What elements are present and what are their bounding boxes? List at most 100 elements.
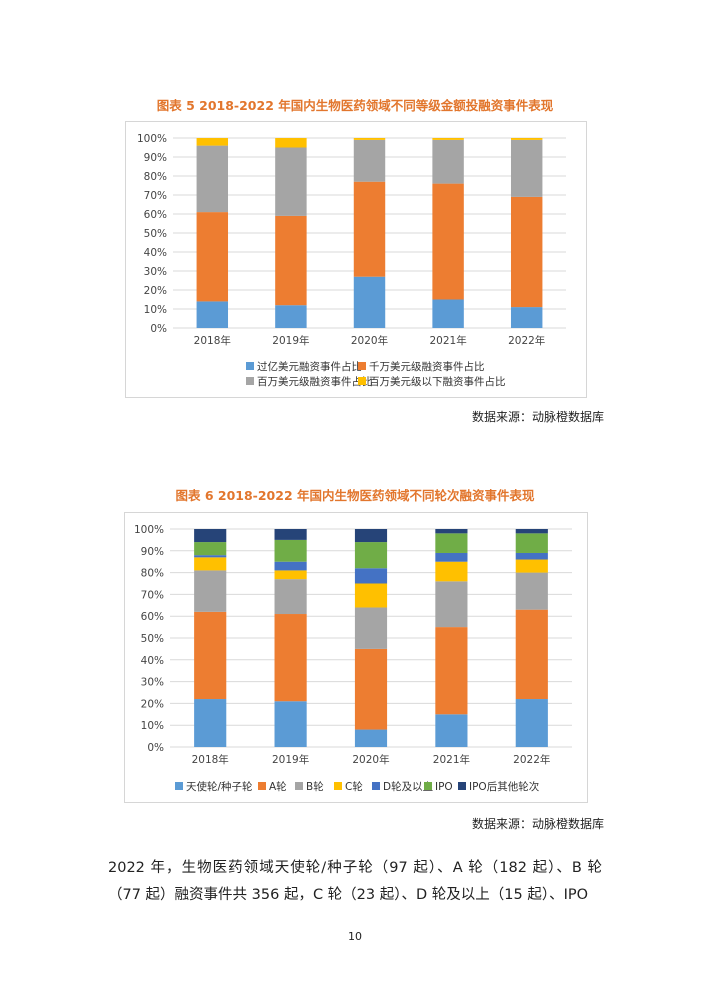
y-tick-label: 60% (141, 611, 164, 623)
bar-segment-1 (196, 301, 229, 328)
bar-segment-4 (354, 583, 388, 608)
legend-swatch (175, 782, 183, 790)
bar-segment-1 (354, 729, 388, 747)
legend-swatch (246, 362, 254, 370)
y-tick-label: 60% (144, 209, 167, 221)
legend-label: 百万美元级以下融资事件占比 (369, 375, 506, 388)
bar-segment-5 (435, 552, 468, 562)
bar-segment-2 (194, 611, 227, 700)
bar-segment-3 (510, 139, 543, 197)
bar-segment-1 (515, 699, 548, 747)
bar-segment-2 (275, 215, 307, 306)
bar-segment-4 (353, 138, 386, 140)
y-tick-label: 20% (141, 698, 164, 710)
y-tick-label: 90% (141, 546, 164, 558)
bar-segment-3 (274, 579, 307, 615)
legend-label: 天使轮/种子轮 (186, 780, 253, 793)
bar-segment-3 (515, 572, 548, 610)
legend-swatch (372, 782, 380, 790)
bar-segment-1 (194, 699, 227, 747)
figure-6-title: 图表 6 2018-2022 年国内生物医药领域不同轮次融资事件表现 (175, 488, 535, 503)
figure-6-source: 数据来源：动脉橙数据库 (471, 817, 604, 831)
y-tick-label: 30% (144, 266, 167, 278)
legend-swatch (295, 782, 303, 790)
legend-swatch (358, 377, 366, 385)
bar-segment-1 (274, 701, 307, 747)
chart-5-frame: 0% 10% 20% 30% 40% 50% 60% 70% 80% 90% 100% 2018年 20… (125, 121, 587, 398)
y-tick-label: 50% (141, 633, 164, 645)
bar-segment-2 (354, 648, 388, 730)
y-tick-label: 80% (144, 171, 167, 183)
y-tick-label: 70% (144, 190, 167, 202)
y-tick-label: 10% (141, 720, 164, 732)
y-tick-label: 0% (150, 323, 167, 335)
legend-label: 过亿美元融资事件占比 (257, 360, 362, 373)
bar-segment-3 (354, 607, 388, 649)
bar-segment-6 (435, 533, 468, 553)
legend-label: C轮 (345, 780, 363, 793)
bar-segment-7 (194, 529, 227, 543)
bar-segment-2 (515, 609, 548, 700)
bar-segment-6 (274, 539, 307, 562)
x-tick-label: 2020年 (352, 753, 389, 766)
y-tick-label: 100% (134, 524, 164, 536)
legend-label: D轮及以上 (383, 780, 433, 793)
x-tick-label: 2019年 (272, 753, 309, 766)
bar-segment-3 (353, 139, 386, 182)
y-tick-label: 40% (144, 247, 167, 259)
y-tick-label: 30% (141, 677, 164, 689)
bar-segment-2 (353, 181, 386, 277)
figure-5-source: 数据来源：动脉橙数据库 (471, 410, 604, 424)
legend-swatch (358, 362, 366, 370)
bar-segment-4 (432, 138, 464, 140)
bar-segment-4 (515, 559, 548, 573)
bar-segment-3 (432, 139, 464, 184)
y-tick-label: 100% (137, 133, 167, 145)
legend-label: A轮 (269, 780, 287, 793)
bar-segment-1 (432, 299, 464, 328)
x-tick-label: 2022年 (508, 334, 545, 347)
bar-segment-5 (354, 568, 388, 584)
y-tick-label: 80% (141, 568, 164, 580)
bar-segment-2 (510, 196, 543, 308)
bar-segment-4 (275, 138, 307, 148)
bar-segment-2 (274, 614, 307, 702)
legend-label: 千万美元级融资事件占比 (369, 360, 485, 373)
bar-segment-6 (515, 533, 548, 553)
chart-5: 0% 10% 20% 30% 40% 50% 60% 70% 80% 90% 100% 2018年 20… (137, 133, 566, 388)
x-tick-label: 2018年 (194, 334, 231, 347)
bar-segment-1 (510, 307, 543, 328)
bar-segment-3 (275, 147, 307, 216)
bar-segment-3 (194, 570, 227, 612)
bar-segment-3 (196, 145, 229, 213)
bar-segment-5 (194, 555, 227, 558)
legend-swatch (258, 782, 266, 790)
chart-6: 0% 10% 20% 30% 40% 50% 60% 70% 80% 90% 100% 2018年 20… (134, 524, 572, 793)
bar-segment-2 (196, 212, 229, 302)
x-tick-label: 2022年 (513, 753, 550, 766)
legend-label: IPO (435, 781, 453, 793)
y-tick-label: 0% (147, 742, 164, 754)
y-tick-label: 50% (144, 228, 167, 240)
bar-segment-1 (435, 714, 468, 747)
bar-segment-5 (515, 552, 548, 560)
y-tick-label: 70% (141, 589, 164, 601)
legend-swatch (246, 377, 254, 385)
y-tick-label: 10% (144, 304, 167, 316)
bar-segment-4 (435, 561, 468, 582)
bar-segment-4 (274, 570, 307, 580)
bar-segment-1 (275, 305, 307, 328)
body-paragraph: 2022 年，生物医药领域天使轮/种子轮（97 起）、A 轮（182 起）、B … (108, 860, 602, 903)
legend-label: B轮 (306, 780, 324, 793)
legend-swatch (334, 782, 342, 790)
legend-swatch (424, 782, 432, 790)
bar-segment-4 (194, 557, 227, 571)
figure-5-title: 图表 5 2018-2022 年国内生物医药领域不同等级金额投融资事件表现 (156, 98, 554, 113)
bar-segment-6 (194, 542, 227, 556)
x-tick-label: 2021年 (429, 334, 466, 347)
x-tick-label: 2021年 (433, 753, 470, 766)
y-tick-label: 20% (144, 285, 167, 297)
bar-segment-7 (354, 529, 388, 543)
legend-swatch (458, 782, 466, 790)
bar-segment-1 (353, 276, 386, 328)
